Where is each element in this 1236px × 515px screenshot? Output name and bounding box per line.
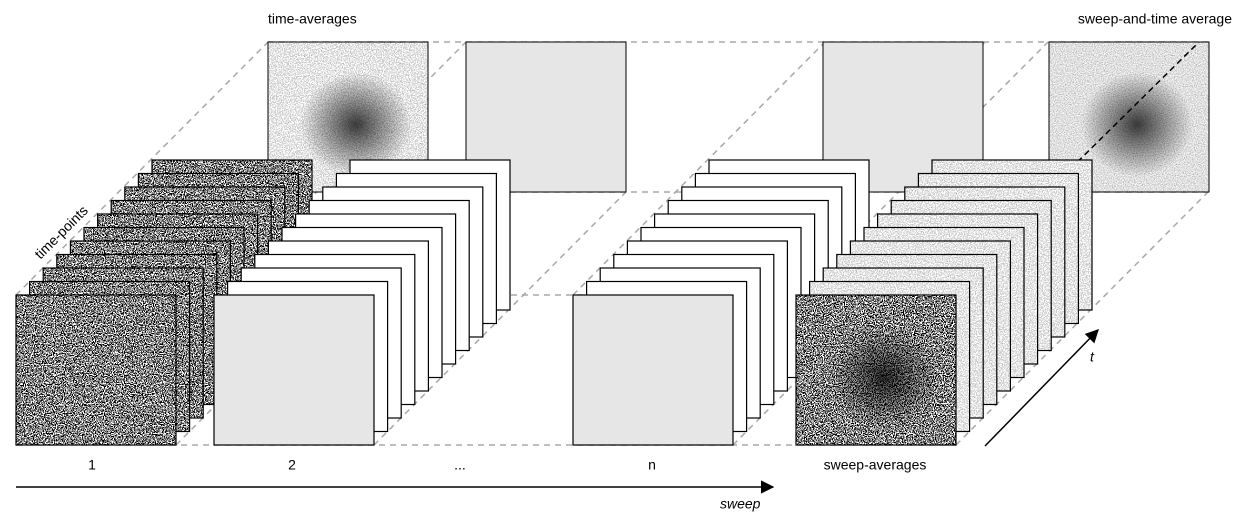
sweep-label: 1	[88, 457, 96, 473]
frame	[573, 295, 733, 445]
blot	[796, 295, 956, 445]
frame	[214, 295, 374, 445]
sweep-axis-label: sweep	[720, 496, 761, 512]
sweep-time-average-label: sweep-and-time average	[1078, 11, 1232, 27]
frame-image	[16, 295, 176, 445]
sweep-label: n	[648, 457, 656, 473]
time-axis-label: t	[1090, 349, 1095, 365]
time-averages-label: time-averages	[268, 11, 357, 27]
diagram: time-averages sweep-and-time average tim…	[0, 0, 1236, 515]
sweep-averages-label: sweep-averages	[824, 457, 927, 473]
sweep-label: 2	[288, 457, 296, 473]
sweep-label: ...	[454, 457, 466, 473]
